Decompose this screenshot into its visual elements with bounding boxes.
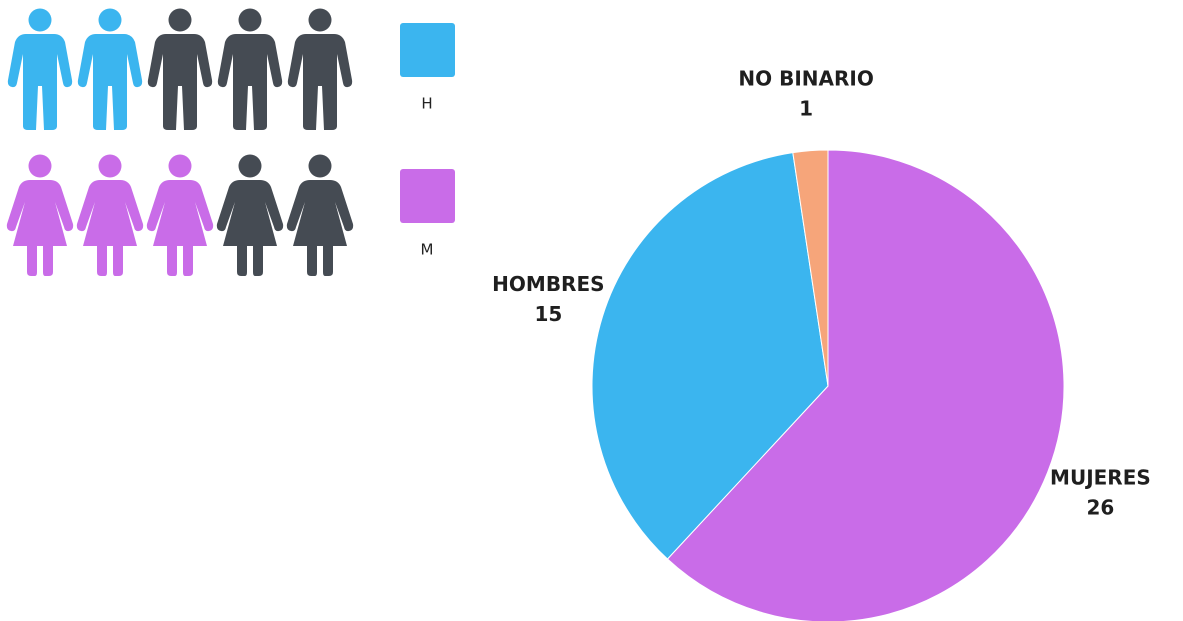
filled-icons <box>6 154 214 276</box>
slice-value: 15 <box>534 302 562 326</box>
slice-label: HOMBRES <box>492 272 604 296</box>
slice-label: MUJERES <box>1050 465 1151 489</box>
person-icon <box>287 8 353 130</box>
icon-head <box>308 154 332 178</box>
icon-head <box>98 154 122 178</box>
icon-head <box>168 154 192 178</box>
person-icon <box>76 154 144 276</box>
slice-label: NO BINARIO <box>738 67 873 91</box>
icon-head <box>28 8 52 32</box>
icon-body <box>216 180 284 276</box>
pie-slice <box>666 149 1065 621</box>
icon-head <box>28 154 52 178</box>
legend-label: M <box>421 241 434 259</box>
pie-slice <box>591 152 829 560</box>
icon-body <box>77 34 143 130</box>
legend-label: H <box>421 95 432 113</box>
icon-head <box>168 8 192 32</box>
icon-head <box>238 154 262 178</box>
icon-body <box>146 180 214 276</box>
icon-body <box>287 34 353 130</box>
slice-value: 26 <box>1086 495 1114 519</box>
icon-body <box>7 34 73 130</box>
pie-slice <box>792 149 829 387</box>
person-icon <box>7 8 73 130</box>
icon-body <box>217 34 283 130</box>
legend-swatch <box>400 23 455 77</box>
person-icon <box>146 154 214 276</box>
icon-body <box>6 180 74 276</box>
icon-body <box>147 34 213 130</box>
person-icon <box>216 154 284 276</box>
icon-body <box>76 180 144 276</box>
slice-value: 1 <box>799 97 813 121</box>
legend-swatch <box>400 169 455 223</box>
filled-icons <box>7 8 143 130</box>
person-icon <box>77 8 143 130</box>
icon-head <box>238 8 262 32</box>
person-icon <box>217 8 283 130</box>
person-icon <box>6 154 74 276</box>
icon-head <box>308 8 332 32</box>
icon-head <box>98 8 122 32</box>
person-icon <box>286 154 354 276</box>
person-icon <box>147 8 213 130</box>
icon-body <box>286 180 354 276</box>
